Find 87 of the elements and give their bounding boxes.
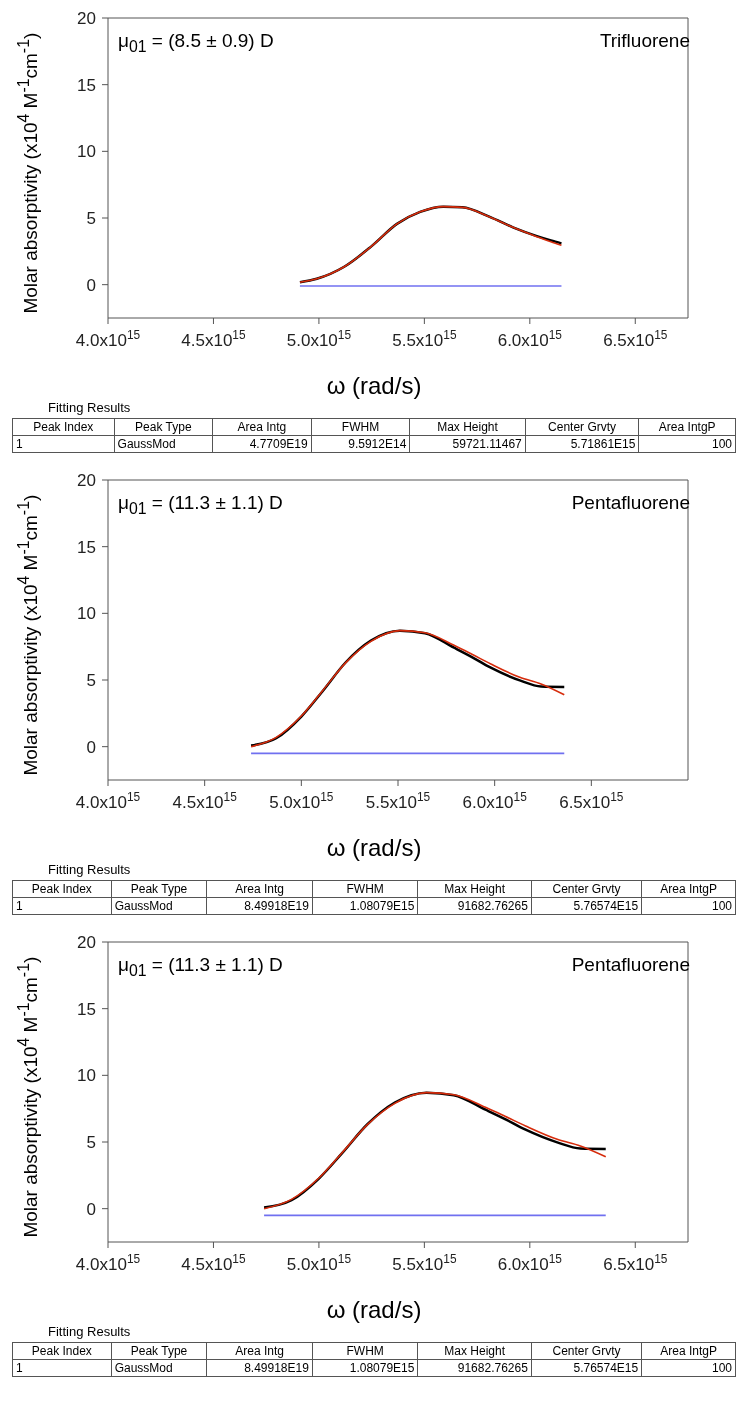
- x-tick-label: 4.0x10$^{15}$: [75, 1252, 141, 1274]
- x-axis-title: ω (rad/s): [325, 834, 423, 862]
- y-tick-label: 5: [86, 671, 96, 690]
- text: 8.49918E19: [206, 1359, 313, 1377]
- y-tick-label: 20: [77, 933, 96, 952]
- x-tick-label: 5.0x10$^{15}$: [286, 328, 352, 350]
- text: 5.76574E15: [531, 897, 642, 915]
- x-tick-label: 5.5x10$^{15}$: [392, 1252, 457, 1274]
- text: FWHM: [312, 1342, 418, 1360]
- text: 1: [12, 897, 112, 915]
- x-tick-label: 5.5x10$^{15}$: [392, 328, 457, 350]
- text: Fitting Results: [48, 862, 131, 877]
- y-tick-label: 20: [77, 471, 96, 490]
- text: Center Grvty: [531, 880, 642, 898]
- text: Area Intg: [206, 1342, 313, 1360]
- y-tick-label: 10: [77, 142, 96, 162]
- x-tick-label: 4.5x10$^{15}$: [181, 1252, 246, 1274]
- x-tick-label: 5.0x10$^{15}$: [286, 1252, 352, 1274]
- text: Peak Index: [12, 418, 115, 436]
- text: 4.7709E19: [212, 435, 312, 453]
- text: Max Height: [417, 1342, 532, 1360]
- x-tick-label: 6.0x10$^{15}$: [462, 790, 528, 812]
- text: 91682.76265: [417, 1359, 532, 1377]
- y-tick-label: 5: [86, 1133, 96, 1152]
- annotation: μ$_{01}$ = (11.3 ± 1.1) D: [118, 954, 283, 980]
- x-tick-label: 6.5x10$^{15}$: [603, 1252, 668, 1274]
- text: Area Intg: [206, 880, 313, 898]
- annotation: Pentafluorene: [571, 954, 690, 976]
- text: GaussMod: [111, 897, 207, 915]
- text: 1: [12, 1359, 112, 1377]
- x-axis-title: ω (rad/s): [325, 372, 423, 400]
- text: Area Intg: [212, 418, 312, 436]
- annotation: Trifluorene: [599, 30, 690, 52]
- y-tick-label: 0: [86, 737, 96, 757]
- text: Fitting Results: [48, 1324, 131, 1339]
- text: Peak Index: [12, 880, 112, 898]
- text: 9.5912E14: [311, 435, 410, 453]
- y-tick-label: 10: [77, 1066, 96, 1086]
- text: Peak Type: [114, 418, 213, 436]
- x-tick-label: 6.0x10$^{15}$: [497, 328, 563, 350]
- text: 1: [12, 435, 115, 453]
- text: Fitting Results: [48, 400, 131, 415]
- x-tick-label: 4.5x10$^{15}$: [181, 328, 246, 350]
- y-tick-label: 10: [77, 604, 96, 624]
- annotation: μ$_{01}$ = (11.3 ± 1.1) D: [118, 492, 283, 518]
- text: 1.08079E15: [312, 897, 418, 915]
- x-tick-label: 4.5x10$^{15}$: [172, 790, 238, 812]
- y-tick-label: 15: [77, 537, 96, 557]
- text: Area IntgP: [641, 1342, 736, 1360]
- text: Max Height: [417, 880, 532, 898]
- text: 5.76574E15: [531, 1359, 642, 1377]
- y-tick-label: 20: [77, 9, 96, 28]
- text: 100: [641, 897, 736, 915]
- text: Area IntgP: [638, 418, 736, 436]
- text: Peak Type: [111, 1342, 207, 1360]
- x-axis-title: ω (rad/s): [325, 1296, 423, 1324]
- y-tick-label: 15: [77, 75, 96, 95]
- x-tick-label: 4.0x10$^{15}$: [75, 328, 141, 350]
- text: Center Grvty: [525, 418, 639, 436]
- x-tick-label: 5.5x10$^{15}$: [365, 790, 431, 812]
- y-tick-label: 0: [86, 1199, 96, 1219]
- text: Center Grvty: [531, 1342, 642, 1360]
- text: FWHM: [311, 418, 410, 436]
- text: 91682.76265: [417, 897, 532, 915]
- text: GaussMod: [114, 435, 213, 453]
- x-tick-label: 4.0x10$^{15}$: [75, 790, 141, 812]
- text: 59721.11467: [409, 435, 526, 453]
- y-tick-label: 0: [86, 275, 96, 295]
- annotation: Pentafluorene: [571, 492, 690, 514]
- text: 8.49918E19: [206, 897, 313, 915]
- text: Area IntgP: [641, 880, 736, 898]
- x-tick-label: 6.5x10$^{15}$: [603, 328, 668, 350]
- y-tick-label: 15: [77, 999, 96, 1019]
- x-tick-label: 5.0x10$^{15}$: [269, 790, 334, 812]
- x-tick-label: 6.5x10$^{15}$: [559, 790, 624, 812]
- x-tick-label: 6.0x10$^{15}$: [497, 1252, 563, 1274]
- text: 5.71861E15: [525, 435, 639, 453]
- annotation: μ$_{01}$ = (8.5 ± 0.9) D: [118, 30, 274, 56]
- text: Peak Index: [12, 1342, 112, 1360]
- text: FWHM: [312, 880, 418, 898]
- text: Max Height: [409, 418, 526, 436]
- text: GaussMod: [111, 1359, 207, 1377]
- y-tick-label: 5: [86, 209, 96, 228]
- text: Peak Type: [111, 880, 207, 898]
- text: 100: [638, 435, 736, 453]
- text: 1.08079E15: [312, 1359, 418, 1377]
- text: 100: [641, 1359, 736, 1377]
